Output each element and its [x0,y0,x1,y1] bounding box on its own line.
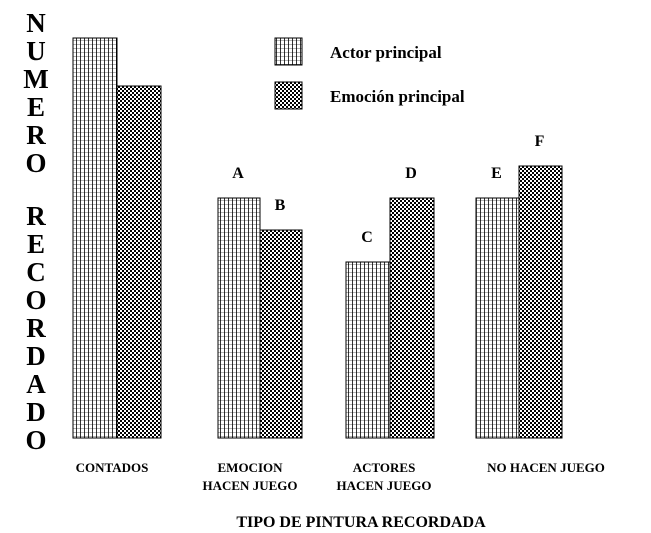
legend-swatch-1 [274,81,303,110]
y-axis-letter: E [27,229,45,259]
bar-actor-1 [217,197,261,439]
category-tick-label: NO HACEN JUEGO [487,460,605,475]
bar-data-label: D [405,165,417,182]
y-axis-letter: R [26,201,46,231]
bar-actor-3 [475,197,520,439]
category-tick-label: ACTORES [353,460,416,475]
bar-actor-0 [72,37,118,439]
legend: Actor principal Emoción principal [274,37,465,110]
y-axis-letter: C [26,257,46,287]
bar-data-label: E [491,165,502,182]
y-axis-letter: O [25,425,46,455]
category-tick-label: HACEN JUEGO [337,478,432,493]
y-axis-letter: R [26,120,46,150]
bar-data-label: F [535,133,545,150]
y-axis-letter: D [26,397,46,427]
x-axis-label: TIPO DE PINTURA RECORDADA [236,514,486,531]
bar-labels: A C E B D F [232,133,544,246]
category-tick-label: EMOCION [218,460,284,475]
y-axis-letter: U [26,36,46,66]
bar-data-label: B [275,197,286,214]
bar-emocion-1 [259,229,303,439]
y-axis-letter: R [26,313,46,343]
bar-data-label: C [361,229,373,246]
y-axis-letter: M [23,64,48,94]
bar-data-label: A [232,165,244,182]
y-axis-letter: O [25,285,46,315]
legend-swatch-0 [274,37,303,66]
category-tick-label: HACEN JUEGO [203,478,298,493]
bar-emocion-2 [389,197,435,439]
bars [72,37,563,439]
legend-label-0: Actor principal [330,43,442,62]
y-axis-letter: A [26,369,46,399]
bar-actor-2 [345,261,391,439]
bar-emocion-0 [116,85,162,439]
y-axis-letter: O [25,148,46,178]
y-axis-letter: N [26,8,46,38]
legend-label-1: Emoción principal [330,87,465,106]
category-tick-label: CONTADOS [76,460,149,475]
category-labels: CONTADOS EMOCION HACEN JUEGO ACTORES HACEN J… [76,460,605,493]
y-axis-letter: E [27,92,45,122]
y-axis-letter: D [26,341,46,371]
bar-emocion-3 [518,165,563,439]
